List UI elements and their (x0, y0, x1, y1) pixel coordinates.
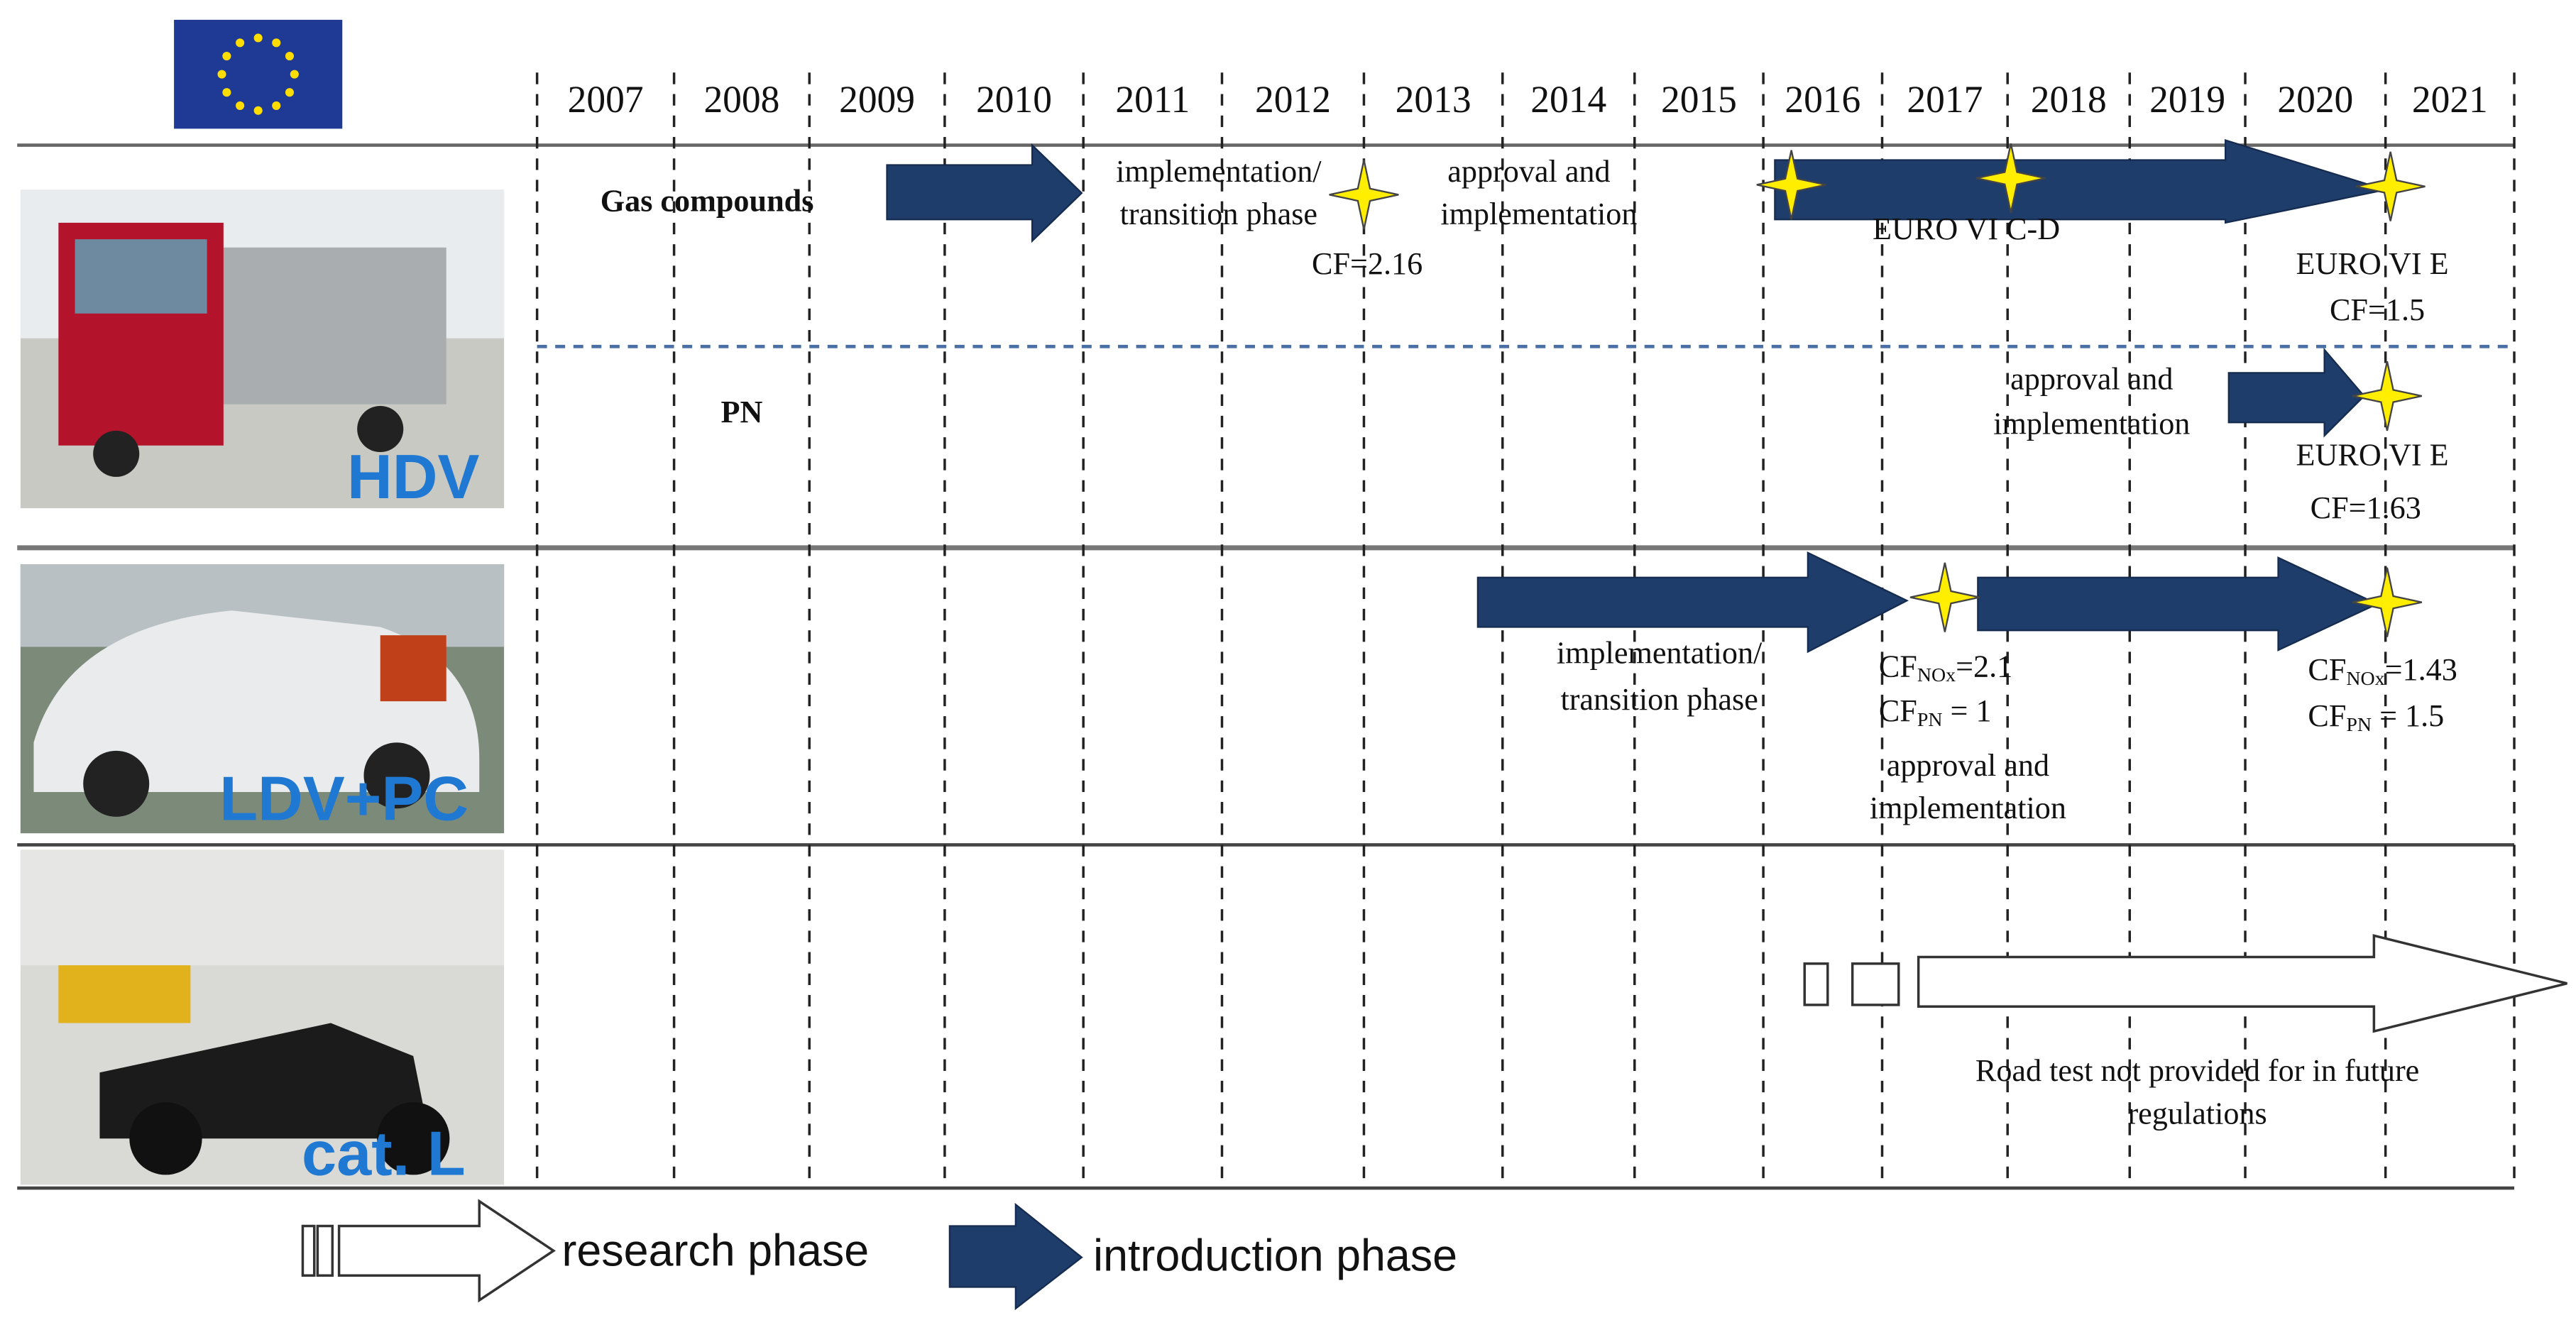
cf-sub: NOx (2346, 668, 2384, 690)
year-label: 2012 (1255, 78, 1331, 121)
flag-star (236, 101, 245, 110)
cf-sub: PN (1917, 709, 1943, 731)
cf-value: CFPN = 1 (1879, 693, 1992, 731)
annotation: approval and (1447, 154, 1610, 189)
introduction-arrow (2227, 347, 2366, 438)
year-label: 2021 (2412, 78, 2488, 121)
milestone-star (1329, 160, 1399, 230)
year-label: 2011 (1115, 78, 1190, 121)
separators (17, 143, 2514, 1190)
annotation: CF=1.63 (2311, 490, 2421, 525)
annotation: implementation (1993, 406, 2190, 441)
annotation: EURO VI E (2296, 438, 2449, 473)
year-label: 2009 (839, 78, 915, 121)
year-label: 2013 (1396, 78, 1471, 121)
cf-value: CFNOx=1.43 (2308, 652, 2457, 690)
pollutant-label: PN (720, 395, 762, 429)
research-arrow (1917, 934, 2567, 1033)
cf-main: CF (2308, 698, 2346, 733)
annotation: implementation/ (1557, 636, 1763, 671)
year-label: 2018 (2031, 78, 2107, 121)
cf-rest: = 1.5 (2372, 698, 2444, 733)
annotation: implementation (1440, 197, 1637, 231)
milestone-star (2355, 151, 2426, 221)
eu-flag (174, 19, 343, 129)
annotation: approval and (1887, 748, 2049, 783)
annotation: CF=1.5 (2330, 292, 2425, 327)
year-label: 2014 (1530, 78, 1606, 121)
flag-star (272, 38, 281, 48)
row-label: HDV (347, 441, 480, 512)
flag-star (236, 38, 245, 48)
annotation: implementation (1870, 791, 2066, 825)
annotation: transition phase (1120, 197, 1317, 231)
year-label: 2010 (976, 78, 1052, 121)
annotation: approval and (2010, 362, 2173, 397)
annotation: EURO VI E (2296, 246, 2449, 281)
flag-star (253, 33, 263, 43)
cf-sub: PN (2346, 714, 2372, 736)
cf-main: CF (1879, 693, 1917, 728)
year-label: 2017 (1907, 78, 1983, 121)
cf-sub: NOx (1917, 664, 1956, 686)
milestone-star (1909, 562, 1980, 632)
year-label: 2016 (1785, 78, 1860, 121)
pollutant-label: Gas compounds (601, 184, 814, 219)
milestone-star (2352, 361, 2423, 431)
annotation: transition phase (1560, 682, 1758, 717)
row-label: LDV+PC (219, 764, 468, 834)
cf-value: CFPN = 1.5 (2308, 698, 2444, 736)
flag-star (217, 70, 226, 79)
cf-main: CF (2308, 652, 2346, 687)
legend-label: introduction phase (1093, 1231, 1457, 1280)
milestone-star (2352, 567, 2423, 637)
row-label: cat. L (302, 1118, 466, 1188)
year-label: 2008 (703, 78, 779, 121)
cf-rest: = 1 (1943, 693, 1992, 728)
annotation: EURO VI C-D (1873, 211, 2060, 246)
year-label: 2007 (568, 78, 644, 121)
hdv-photo (20, 189, 505, 509)
introduction-arrow (1774, 139, 2386, 224)
flag-star (222, 52, 231, 61)
introduction-arrow (1476, 551, 1909, 654)
flag-star (290, 70, 299, 79)
research-marker (1803, 962, 1829, 1006)
milestone-star (1756, 150, 1826, 220)
cf-main: CF (1879, 649, 1917, 683)
ldv-photo (20, 564, 505, 834)
annotation: regulations (2127, 1096, 2267, 1131)
cf-rest: =1.43 (2385, 652, 2457, 687)
year-label: 2020 (2277, 78, 2353, 121)
introduction-arrow (1977, 556, 2379, 651)
year-label: 2015 (1661, 78, 1737, 121)
cf-rest: =2.1 (1956, 649, 2012, 683)
introduction-arrow (886, 143, 1083, 243)
flag-star (222, 88, 231, 97)
flag-star (272, 101, 281, 110)
legend (301, 1199, 1083, 1311)
milestone-star (1975, 143, 2046, 214)
research-marker (1851, 962, 1900, 1006)
flag-star (285, 88, 295, 97)
annotation: CF=2.16 (1312, 246, 1423, 281)
annotation: implementation/ (1116, 154, 1322, 189)
year-label: 2019 (2149, 78, 2225, 121)
cf-value: CFNOx=2.1 (1879, 649, 2012, 686)
cat-l-photo (20, 850, 505, 1185)
flag-star (285, 52, 295, 61)
annotation: Road test not provided for in future (1975, 1053, 2419, 1088)
flag-star (253, 106, 263, 115)
legend-label: research phase (561, 1226, 869, 1275)
